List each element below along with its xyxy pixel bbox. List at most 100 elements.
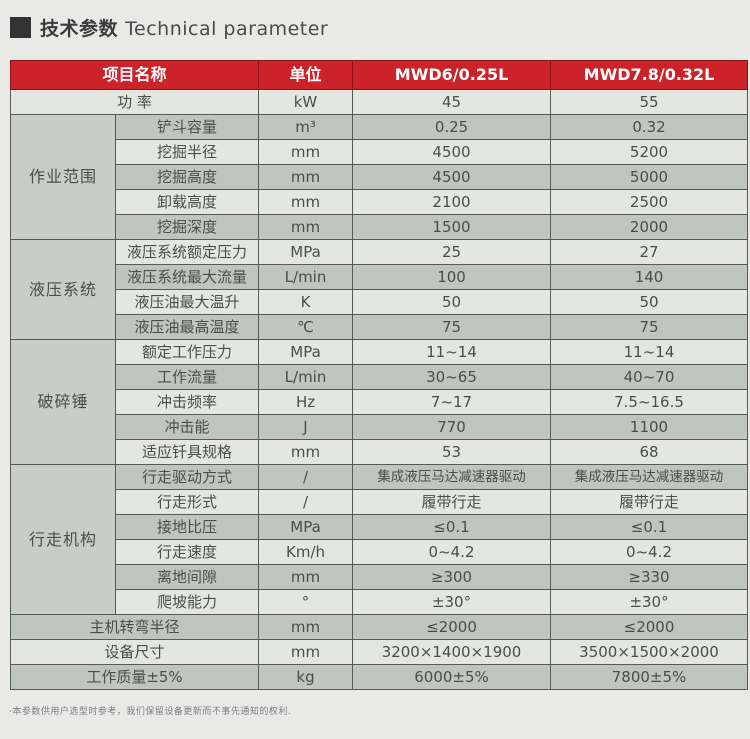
value-cell-mwd6: 0.25 [352,114,552,140]
value-cell-mwd6: 25 [352,239,552,265]
param-label-cell: 工作流量 [114,364,260,390]
unit-cell: mm [258,564,354,590]
table-row: 冲击频率 Hz 7~17 7.5~16.5 [11,389,749,415]
value-cell-mwd6: ≤2000 [352,614,552,640]
param-label-cell: 液压油最高温度 [114,314,260,340]
param-group-cell: 作业范围 [10,114,116,240]
value-cell-mwd6: 100 [352,264,552,290]
value-cell-mwd78: 40~70 [550,364,749,390]
table-row: 行走形式 / 履带行走 履带行走 [11,489,749,515]
unit-cell: ℃ [258,314,354,340]
table-row: 挖掘深度 mm 1500 2000 [11,214,749,240]
value-cell-mwd78: 7800±5% [550,664,749,690]
value-cell-mwd78: 集成液压马达减速器驱动 [550,464,749,490]
value-cell-mwd6: 30~65 [352,364,552,390]
table-row: 工作流量 L/min 30~65 40~70 [11,364,749,390]
value-cell-mwd6: 0~4.2 [352,539,552,565]
value-cell-mwd6: 53 [352,439,552,465]
param-label-cell: 挖掘半径 [114,139,260,165]
unit-cell: mm [258,439,354,465]
table-row: 爬坡能力 ° ±30° ±30° [11,589,749,615]
table-header-row: 项目名称 单位 MWD6/0.25L MWD7.8/0.32L [9,60,749,90]
value-cell-mwd78: ≥330 [550,564,749,590]
unit-cell: L/min [258,364,354,390]
value-cell-mwd78: 5200 [550,139,749,165]
footnote: ·本参数供用户选型时参考，我们保留设备更新而不事先通知的权利. [9,707,292,717]
table-row: 行走速度 Km/h 0~4.2 0~4.2 [11,539,749,565]
table-row: 挖掘高度 mm 4500 5000 [11,164,749,190]
technical-parameter-table: 项目名称 单位 MWD6/0.25L MWD7.8/0.32L 功 率 kW 45 5… [9,60,749,690]
page-title: 技术参数 Technical parameter [40,14,328,41]
table-body: 功 率 kW 45 55 作业范围 铲斗容量 m³ 0.25 0.32 挖掘半径 mm 4500 520… [9,89,749,690]
param-label-cell: 液压油最大温升 [114,289,260,315]
value-cell-mwd6: ≥300 [352,564,552,590]
param-label-cell: 行走速度 [114,539,260,565]
table-row: 挖掘半径 mm 4500 5200 [11,139,749,165]
value-cell-mwd78: 5000 [550,164,749,190]
header-cell-model2: MWD7.8/0.32L [550,60,749,90]
value-cell-mwd6: 6000±5% [352,664,552,690]
unit-cell: kW [258,89,354,115]
unit-cell: MPa [258,339,354,365]
unit-cell: m³ [258,114,354,140]
param-group-cell: 液压系统 [10,239,116,340]
value-cell-mwd78: 55 [550,89,749,115]
header-cell-model1: MWD6/0.25L [352,60,552,90]
value-cell-mwd78: 2500 [550,189,749,215]
unit-cell: K [258,289,354,315]
table-wrapper: 项目名称 单位 MWD6/0.25L MWD7.8/0.32L 功 率 kW 45 5… [9,60,749,690]
value-cell-mwd78: 11~14 [550,339,749,365]
unit-cell: mm [258,189,354,215]
table-row: 液压系统 液压系统额定压力 MPa 25 27 [10,239,749,340]
value-cell-mwd6: 7~17 [352,389,552,415]
unit-cell: / [258,489,354,515]
unit-cell: kg [258,664,354,690]
value-cell-mwd78: ≤2000 [550,614,749,640]
table-row: 适应钎具规格 mm 53 68 [11,439,749,465]
table-row: 主机转弯半径 mm ≤2000 ≤2000 [9,614,749,640]
unit-cell: Hz [258,389,354,415]
value-cell-mwd6: 集成液压马达减速器驱动 [352,464,552,490]
param-label-cell: 液压系统额定压力 [114,239,260,265]
value-cell-mwd78: 1100 [550,414,749,440]
value-cell-mwd6: 50 [352,289,552,315]
value-cell-mwd78: 27 [550,239,749,265]
value-cell-mwd78: 75 [550,314,749,340]
value-cell-mwd6: 4500 [352,139,552,165]
table-row: 工作质量±5% kg 6000±5% 7800±5% [9,664,749,690]
value-cell-mwd78: 0~4.2 [550,539,749,565]
section-title-bar: 技术参数 Technical parameter [0,0,750,43]
unit-cell: ° [258,589,354,615]
unit-cell: mm [258,164,354,190]
param-label-cell: 爬坡能力 [114,589,260,615]
param-label-cell: 冲击能 [114,414,260,440]
table-row: 液压系统最大流量 L/min 100 140 [11,264,749,290]
table-row: 液压油最高温度 ℃ 75 75 [11,314,749,340]
value-cell-mwd78: 140 [550,264,749,290]
table-row: 行走机构 行走驱动方式 / 集成液压马达减速器驱动 集成液压马达减速器驱动 [10,464,749,615]
unit-cell: J [258,414,354,440]
param-label-cell: 工作质量±5% [9,664,260,690]
table-row: 离地间隙 mm ≥300 ≥330 [11,564,749,590]
page-title-zh: 技术参数 [40,17,119,40]
header-cell-name: 项目名称 [9,60,260,90]
value-cell-mwd6: 3200×1400×1900 [352,639,552,665]
table-row: 设备尺寸 mm 3200×1400×1900 3500×1500×2000 [9,639,749,665]
param-label-cell: 设备尺寸 [9,639,260,665]
param-label-cell: 功 率 [9,89,260,115]
param-label-cell: 主机转弯半径 [9,614,260,640]
unit-cell: mm [258,639,354,665]
unit-cell: mm [258,614,354,640]
value-cell-mwd6: 770 [352,414,552,440]
unit-cell: mm [258,214,354,240]
param-label-cell: 挖掘深度 [114,214,260,240]
value-cell-mwd6: ±30° [352,589,552,615]
value-cell-mwd6: 4500 [352,164,552,190]
param-label-cell: 额定工作压力 [114,339,260,365]
unit-cell: MPa [258,239,354,265]
value-cell-mwd6: 2100 [352,189,552,215]
value-cell-mwd78: 7.5~16.5 [550,389,749,415]
table-row: 液压油最大温升 K 50 50 [11,289,749,315]
table-row: 功 率 kW 45 55 [9,89,749,115]
value-cell-mwd78: 3500×1500×2000 [550,639,749,665]
